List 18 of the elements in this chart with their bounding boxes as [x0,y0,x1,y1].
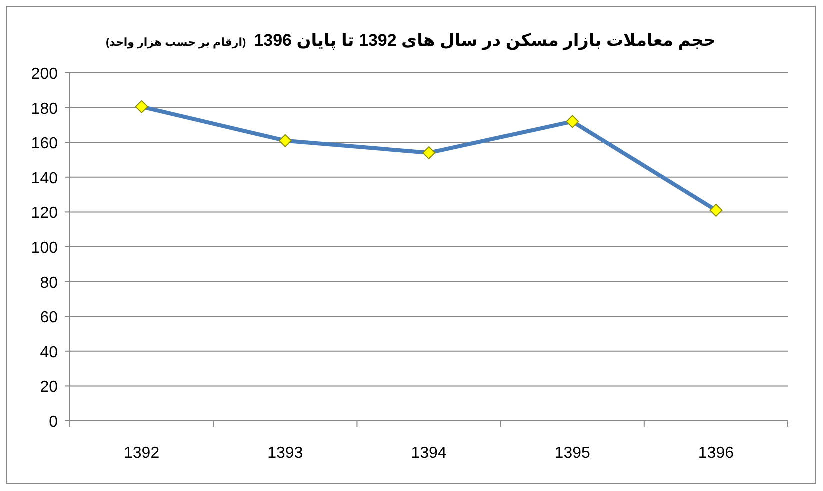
x-tick-label: 1394 [411,445,447,462]
chart-subtitle: (ارقام بر حسب هزار واحد) [106,37,247,49]
y-tick-label: 0 [49,414,58,431]
x-tick-label: 1396 [698,445,734,462]
y-tick-label: 180 [31,100,58,118]
y-tick-label: 100 [31,240,58,257]
x-tick-label: 1392 [124,445,160,462]
y-tick-label: 20 [40,379,58,396]
y-tick-label: 200 [31,66,58,83]
y-tick-label: 160 [31,136,58,153]
y-tick-label: 80 [40,274,58,292]
x-tick-label: 1393 [268,445,304,462]
y-tick-label: 60 [40,310,58,327]
y-tick-label: 40 [40,344,58,362]
y-tick-label: 140 [31,170,58,188]
y-tick-label: 120 [31,205,58,222]
chart-title: حجم معاملات بازار مسکن در سال های 1392 تا پایان 1396 [254,31,716,51]
x-tick-label: 1395 [554,445,590,462]
